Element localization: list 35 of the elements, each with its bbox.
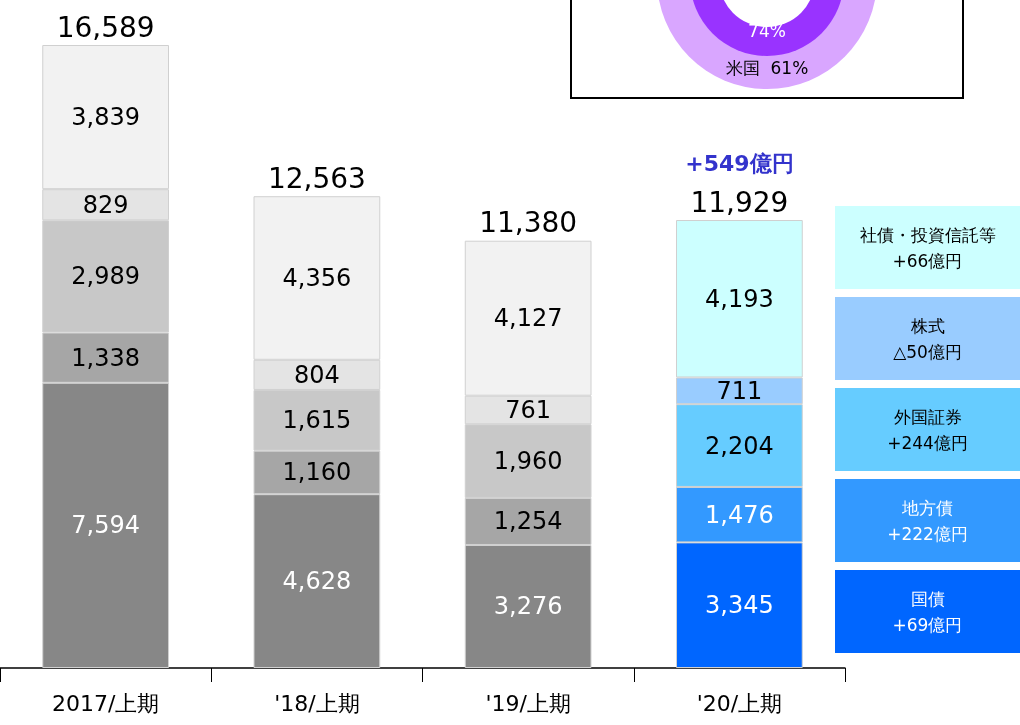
legend-swatch: 株式 △50億円 [835,297,1020,380]
data-label: 4,628 [282,567,352,596]
annotation: +549億円 [685,150,794,176]
total-label: 16,589 [56,10,155,44]
x-tick-label: '19/上期 [485,690,571,716]
data-label: 1,476 [705,500,774,529]
total-label: 11,929 [690,185,789,219]
data-label: 2,204 [705,431,774,460]
data-label: 1,960 [493,447,563,476]
legend-swatch: 地方債 +222億円 [835,479,1020,562]
data-label: 3,839 [71,103,140,132]
annotation: 米国 61% [724,57,810,80]
data-label: 4,193 [705,284,774,313]
data-label: 829 [82,190,129,219]
data-label: 1,160 [282,458,352,487]
data-label: 7,594 [71,511,140,540]
data-label: 1,338 [71,343,140,372]
data-label: 2,989 [71,262,140,291]
legend-swatch: 国債 +69億円 [835,570,1020,653]
total-label: 12,563 [267,161,366,195]
x-tick-label: '20/上期 [696,690,783,716]
total-label: 11,380 [479,206,578,240]
legend-swatch: 外国証券 +244億円 [835,388,1020,471]
data-label: 1,615 [282,406,352,435]
data-label: 804 [293,360,340,389]
data-label: 711 [716,376,763,405]
data-label: 4,356 [282,263,352,292]
legend-swatch: 社債・投資信託等 +66億円 [835,206,1020,289]
data-label: 3,276 [493,592,563,621]
x-tick-label: '18/上期 [274,690,360,716]
data-label: 761 [505,395,552,424]
data-label: 1,254 [493,507,563,536]
data-label: 3,345 [705,591,774,620]
data-label: 4,127 [493,304,563,333]
x-tick-label: 2017/上期 [51,690,160,716]
